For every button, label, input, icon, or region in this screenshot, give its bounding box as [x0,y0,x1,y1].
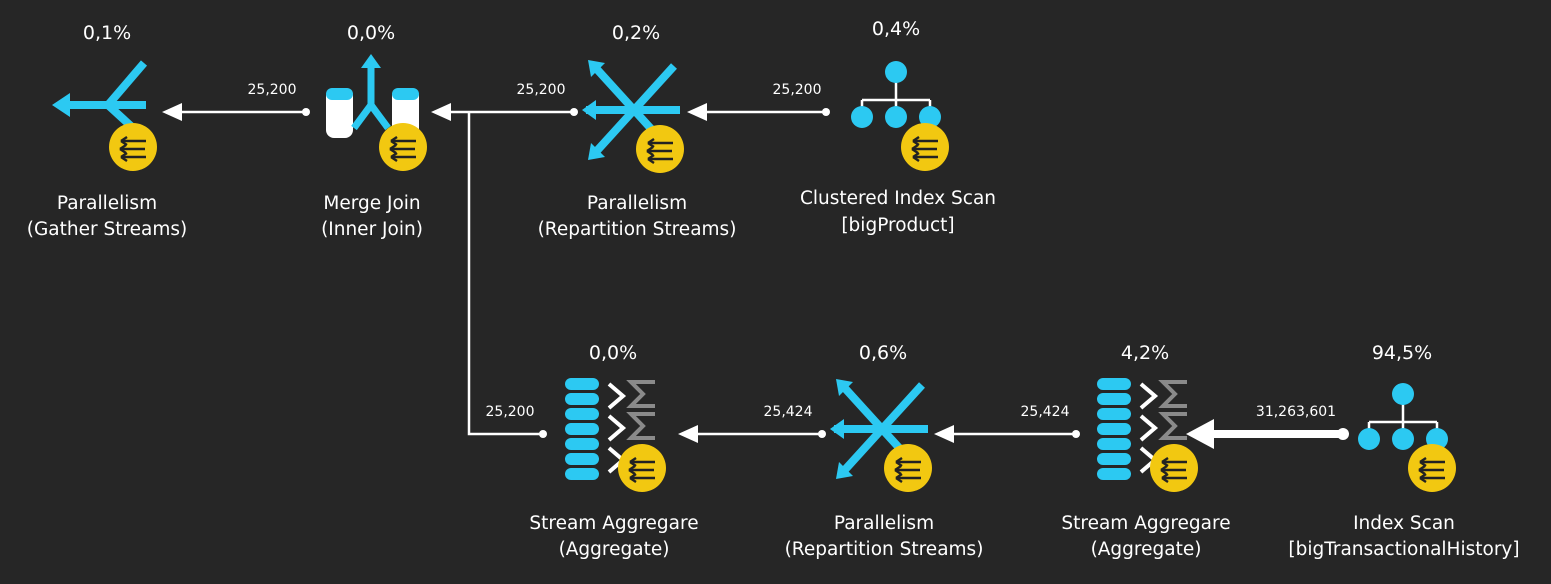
clustered-index-scan-icon [849,59,951,173]
parallelism-repartition-icon [582,60,686,175]
arrowhead-icon [162,103,182,121]
node-title: Clustered Index Scan [800,188,996,209]
node-subtitle: (Repartition Streams) [785,539,984,560]
parallel-badge-icon [1148,442,1200,494]
node-parallelism-repartition-top[interactable]: 0,2% Parallelism (Repartition Streams) [538,22,737,240]
node-title: Parallelism [834,513,934,534]
node-title: Parallelism [57,193,157,214]
edge-indexscan-to-aggregate: 31,263,601 [1186,404,1349,449]
arrowhead-icon [687,103,707,121]
node-cost: 0,0% [347,22,395,44]
parallelism-repartition-icon [830,379,934,494]
node-stream-aggregate-left[interactable]: 0,0% Stream Aggregare (Aggregate) [529,342,698,560]
edge-row-count: 25,424 [764,404,813,420]
arrowhead-icon [431,103,451,121]
node-parallelism-gather[interactable]: 0,1% Parallelism (Gather Streams) [27,22,188,240]
arrowhead-icon [678,425,698,443]
node-title: Stream Aggregare [529,513,698,534]
parallel-badge-icon [882,442,934,494]
stream-aggregate-icon [1095,376,1200,494]
parallel-badge-icon [899,121,951,173]
parallel-badge-icon [377,121,429,173]
node-title: Parallelism [587,193,687,214]
node-title: Stream Aggregare [1061,513,1230,534]
node-cost: 0,0% [589,342,637,364]
index-scan-icon [1356,381,1458,494]
edge-row-count: 25,200 [486,404,535,420]
node-subtitle: [bigTransactionalHistory] [1288,539,1519,560]
parallel-badge-icon [107,121,159,173]
node-cost: 4,2% [1121,342,1169,364]
stream-aggregate-icon [563,376,668,494]
node-subtitle: (Repartition Streams) [538,219,737,240]
node-cost: 0,4% [872,18,920,40]
node-subtitle: [bigProduct] [841,215,954,236]
node-parallelism-repartition-bottom[interactable]: 0,6% Parallelism (Repartition Streams) [785,342,984,560]
merge-join-icon [326,54,429,173]
edge-row-count: 25,200 [248,82,297,98]
arrowhead-icon [934,425,954,443]
parallel-badge-icon [616,442,668,494]
node-index-scan[interactable]: 94,5% Index Scan [bigTransactionalHistor… [1288,342,1519,560]
node-stream-aggregate-right[interactable]: 4,2% Stream Aggregare (Aggregate) [1061,342,1230,560]
node-subtitle: (Aggregate) [1091,539,1202,560]
node-title: Index Scan [1353,513,1455,534]
node-title: Merge Join [323,193,420,214]
node-cost: 0,2% [612,22,660,44]
edge-row-count: 25,200 [517,82,566,98]
edge-repartition-to-merge: 25,200 [431,82,578,121]
edge-aggregate-to-repartition: 25,424 [934,404,1080,443]
node-subtitle: (Aggregate) [559,539,670,560]
parallel-badge-icon [634,123,686,175]
node-cost: 0,1% [83,22,131,44]
edge-row-count: 31,263,601 [1256,404,1336,420]
node-subtitle: (Inner Join) [321,219,423,240]
edge-row-count: 25,200 [773,82,822,98]
edge-row-count: 25,424 [1021,404,1070,420]
edge-merge-to-gather: 25,200 [162,82,310,121]
edge-repartition-to-aggregate: 25,424 [678,404,826,443]
node-cost: 94,5% [1372,342,1432,364]
parallelism-gather-icon [52,60,159,173]
node-cost: 0,6% [859,342,907,364]
parallel-badge-icon [1406,442,1458,494]
arrowhead-icon [1186,419,1214,449]
edge-aggregate-to-merge: 25,200 [467,112,547,438]
node-merge-join[interactable]: 0,0% Merge Join (Inner Join) [321,22,429,240]
node-subtitle: (Gather Streams) [27,219,188,240]
node-clustered-index-scan[interactable]: 0,4% Clustered Index Scan [bigProduct] [800,18,996,236]
edge-scan-to-repartition: 25,200 [687,82,830,121]
